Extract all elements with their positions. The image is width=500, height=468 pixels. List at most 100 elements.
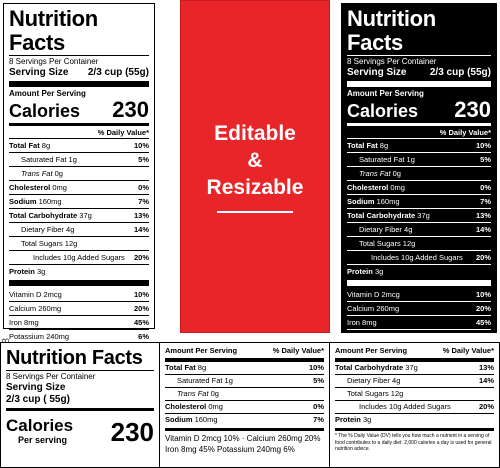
panel-line-editable: Editable	[214, 122, 296, 145]
nutrient-row: Includes 10g Added Sugars 20%	[9, 250, 149, 264]
nutrient-amount: 12g	[64, 239, 78, 248]
serving-size-label: Serving Size	[347, 67, 407, 78]
nutrient-label: Total Fat	[347, 141, 378, 150]
vitamin-label: Iron	[9, 318, 22, 327]
nutrient-name: Protein 3g	[9, 265, 45, 278]
nutrient-row: Saturated Fat 1g 5%	[9, 152, 149, 166]
nutrient-dv: 20%	[475, 253, 491, 262]
vitamin-amount: 240mg	[46, 332, 70, 341]
nutrient-amount: 4g	[404, 225, 413, 234]
nutrient-row: Sodium 160mg 7%	[347, 194, 491, 208]
nutrient-row: Total Carbohydrate 37g 13%	[9, 208, 149, 222]
vitamin-amount: 260mg	[38, 304, 62, 313]
nutrient-label: Sodium	[347, 197, 375, 206]
hz-nutrient-label: Total Carbohydrate	[335, 363, 404, 372]
nutrient-label: Saturated Fat	[359, 155, 405, 164]
nutrient-row: Trans Fat 0g	[347, 166, 491, 180]
hz-per-serving: Per serving	[18, 435, 68, 445]
vitamin-dv: 20%	[475, 304, 491, 313]
nutrient-name: Total Sugars 12g	[21, 237, 77, 250]
calories-row: Calories 230	[347, 99, 491, 122]
nutrient-row: Dietary Fiber 4g 14%	[9, 222, 149, 236]
hz-nutrient-row: Sodium 160mg 7%	[165, 413, 324, 426]
hz-nutrient-dv: 0%	[313, 402, 324, 411]
hz-nutrient-amount: 0g	[210, 389, 219, 398]
calories-row: Calories 230	[9, 99, 149, 122]
nutrient-amount: 1g	[68, 155, 77, 164]
vitamin-amount: 240mg	[384, 332, 408, 341]
hz-nutrient-amount: 0mg	[208, 402, 223, 411]
nutrition-label-horizontal: Nutrition Facts 8 Servings Per Container…	[0, 342, 500, 468]
nutrient-amount: 12g	[402, 239, 416, 248]
nutrient-row: Total Sugars 12g	[347, 236, 491, 250]
vitamin-label: Potassium	[9, 332, 45, 341]
nutrient-label: Cholesterol	[347, 183, 389, 192]
vitamin-label: Potassium	[347, 332, 383, 341]
hz-col-fats: Amount Per Serving % Daily Value* Total F…	[159, 343, 329, 467]
nutrient-row: Cholesterol 0mg 0%	[9, 180, 149, 194]
hz-nutrient-label: Saturated Fat	[177, 376, 223, 385]
vitamin-amount: 260mg	[376, 304, 400, 313]
nutrient-row: Total Carbohydrate 37g 13%	[347, 208, 491, 222]
hz-servings: 8 Servings Per Container	[6, 372, 96, 381]
hz-footnote: * The % Daily Value (DV) tells you how m…	[335, 433, 492, 452]
nutrient-name: Total Carbohydrate 37g	[9, 209, 92, 222]
nutrient-label: Total Carbohydrate	[347, 211, 416, 220]
nutrient-label: Trans Fat	[359, 169, 391, 178]
nutrient-label: Cholesterol	[9, 183, 51, 192]
hz-calories-value: 230	[110, 417, 154, 447]
hz-nutrient-amount: 37g	[405, 363, 418, 372]
nutrient-row: Includes 10g Added Sugars 20%	[347, 250, 491, 264]
nutrient-dv: 10%	[133, 141, 149, 150]
nutrient-row: Cholesterol 0mg 0%	[347, 180, 491, 194]
nutrient-row: Total Fat 8g 10%	[347, 138, 491, 152]
nutrient-label: Dietary Fiber	[359, 225, 402, 234]
calories-label: Calories	[9, 101, 81, 121]
nutrient-label: Includes 10g Added Sugars	[371, 253, 463, 262]
amount-per-serving: Amount Per Serving	[347, 89, 424, 98]
nutrient-dv: 14%	[475, 225, 491, 234]
hz-nutrient-name: Total Fat 8g	[165, 362, 206, 374]
nutrient-dv: 13%	[133, 211, 149, 220]
nutrient-label: Trans Fat	[21, 169, 53, 178]
panel-underline	[217, 211, 293, 213]
vitamin-amount: 2mcg	[43, 290, 62, 299]
hz-nutrient-dv: 10%	[308, 363, 324, 372]
vitamin-name: Iron 8mg	[9, 316, 39, 329]
nutrient-amount: 0g	[54, 169, 63, 178]
nutrient-name: Sodium 160mg	[9, 195, 62, 208]
hz-nutrient-row: Includes 10g Added Sugars 20%	[335, 400, 494, 413]
nutrient-name: Cholesterol 0mg	[347, 181, 405, 194]
vitamin-label: Vitamin D	[347, 290, 380, 299]
vitamin-amount: 2mcg	[381, 290, 400, 299]
nutrient-label: Protein	[347, 267, 373, 276]
nutrient-dv: 20%	[133, 253, 149, 262]
daily-value-header: % Daily Value*	[97, 128, 149, 137]
nutrient-name: Total Sugars 12g	[359, 237, 415, 250]
nutrient-name: Cholesterol 0mg	[9, 181, 67, 194]
nutrient-label: Dietary Fiber	[21, 225, 64, 234]
vitamin-label: Iron	[347, 318, 360, 327]
nutrient-label: Sodium	[9, 197, 37, 206]
nutrient-dv: 5%	[138, 155, 149, 164]
vitamin-row: Potassium 240mg 6%	[347, 329, 491, 343]
nutrient-dv: 7%	[138, 197, 149, 206]
nutrient-row: Saturated Fat 1g 5%	[347, 152, 491, 166]
hz-amount-per-serving-2: Amount Per Serving	[335, 346, 408, 355]
vitamin-amount: 8mg	[24, 318, 39, 327]
panel-line-resizable: Resizable	[206, 176, 304, 199]
nutrient-label: Total Sugars	[359, 239, 401, 248]
nutrient-row: Protein 3g	[9, 264, 149, 278]
nutrient-amount: 3g	[36, 267, 46, 276]
vitamin-name: Iron 8mg	[347, 316, 377, 329]
hz-nutrient-row: Trans Fat 0g	[165, 387, 324, 400]
serving-size: Serving Size 2/3 cup (55g)	[9, 67, 149, 79]
nutrient-label: Total Carbohydrate	[9, 211, 78, 220]
hz-col-summary: Nutrition Facts 8 Servings Per Container…	[1, 343, 159, 467]
hz-nutrient-label: Sodium	[165, 415, 193, 424]
nutrient-dv: 7%	[480, 197, 491, 206]
servings-per-container: 8 Servings Per Container	[9, 57, 99, 66]
serving-size-value: 2/3 cup (55g)	[87, 67, 149, 78]
vitamin-dv: 10%	[133, 290, 149, 299]
hz-nutrient-dv: 13%	[478, 363, 494, 372]
